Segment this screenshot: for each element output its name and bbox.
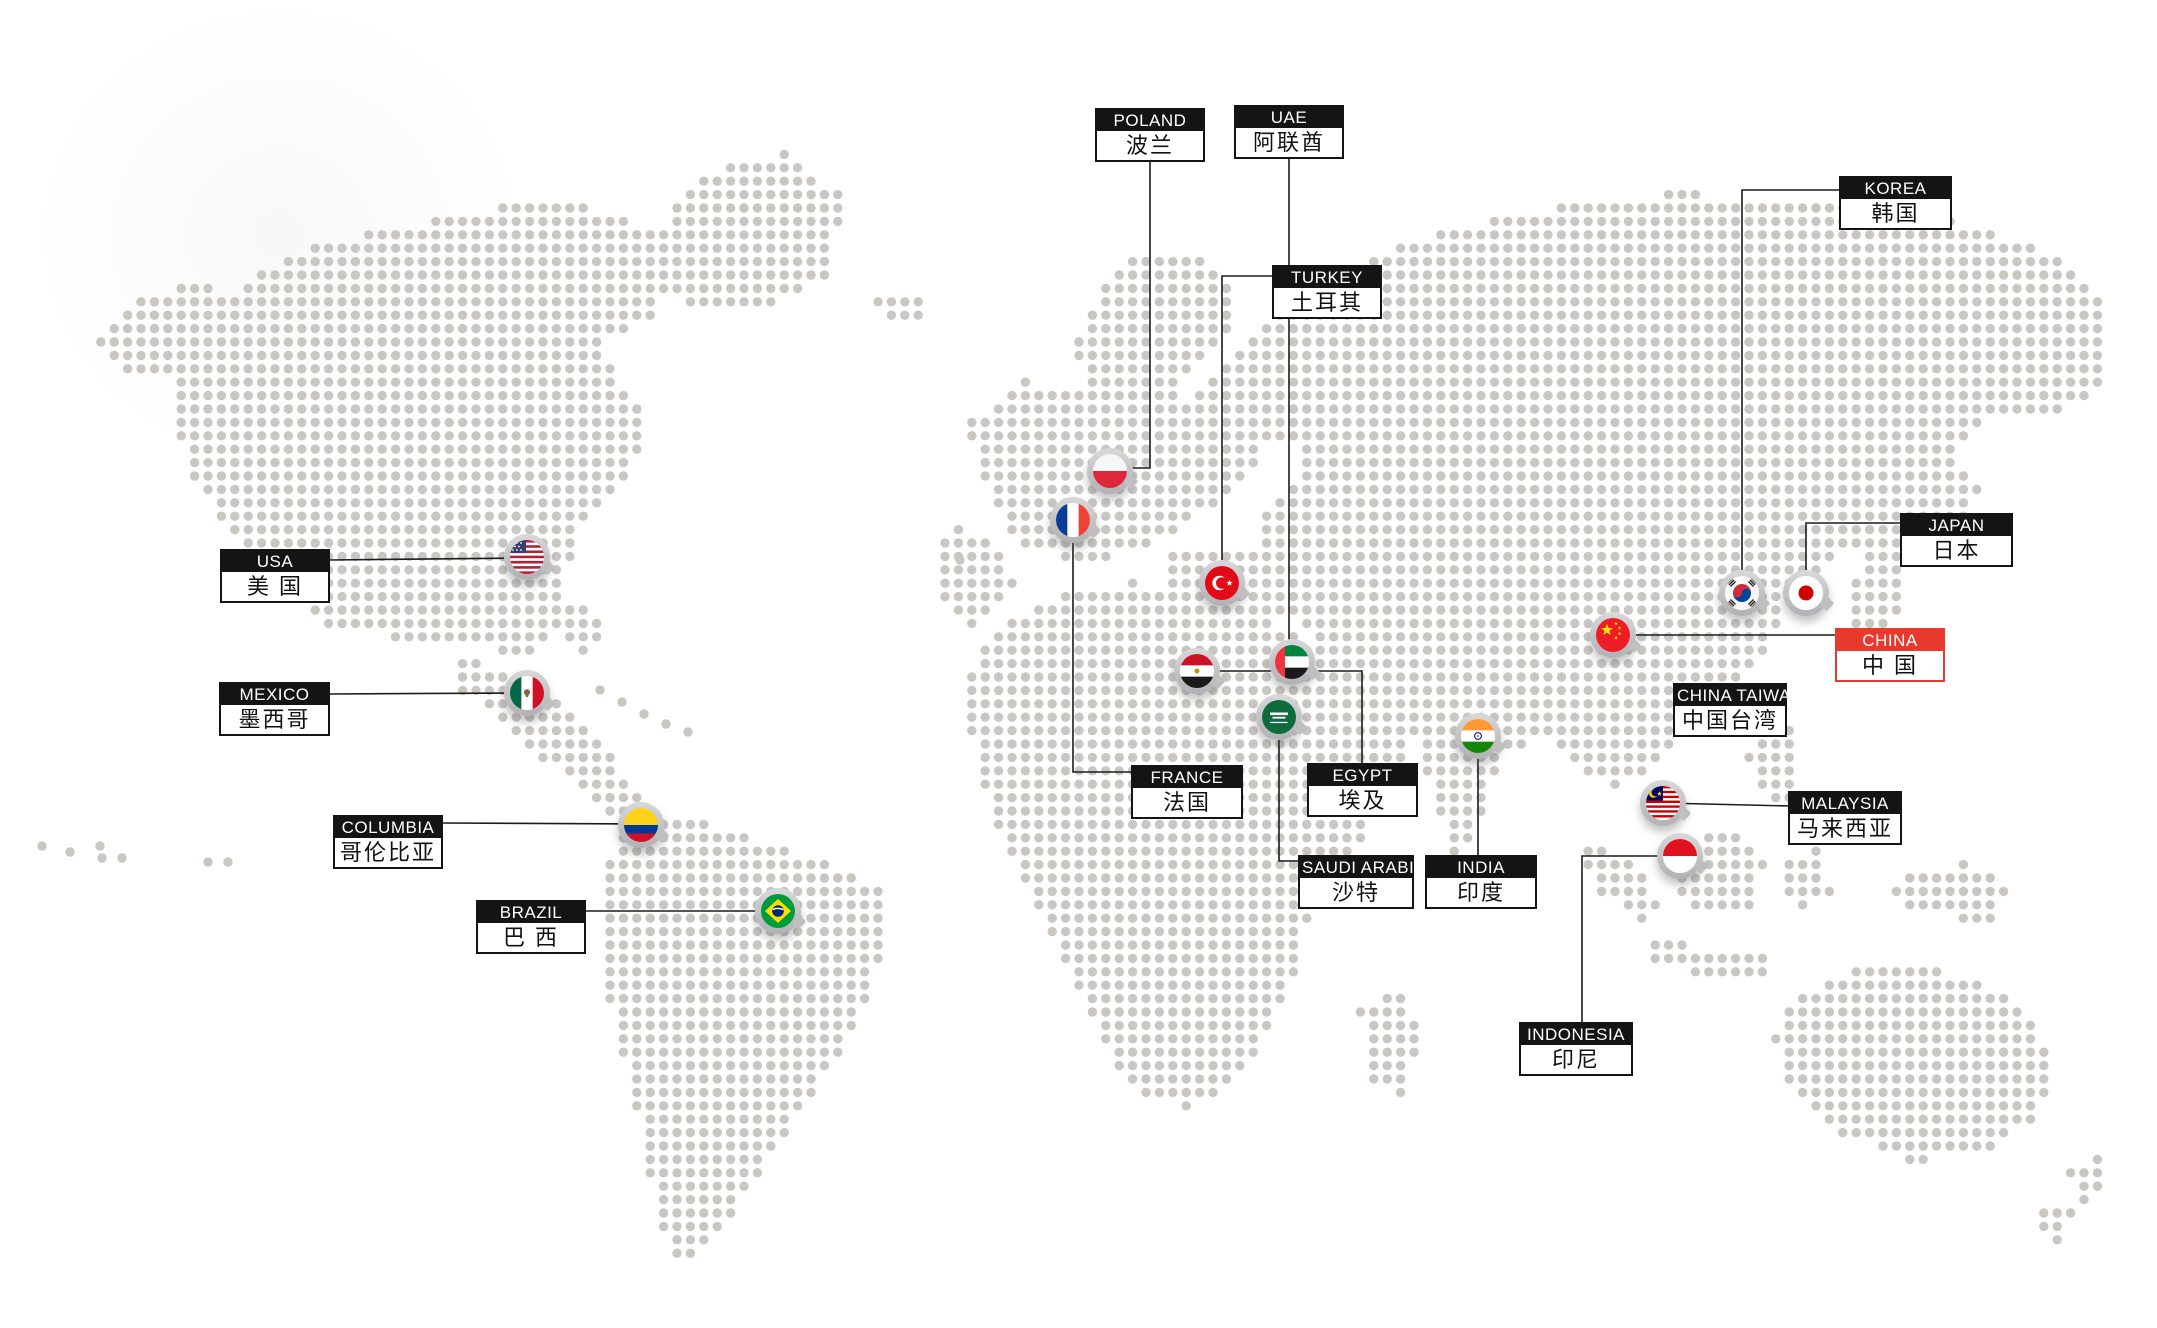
egypt-flag-icon — [1180, 654, 1214, 688]
egypt-connector-line — [1197, 670, 1363, 765]
korea-pin — [1719, 570, 1765, 616]
brazil-flag-icon — [761, 894, 795, 928]
poland-label-zh: 波兰 — [1125, 133, 1174, 158]
poland-label-en: POLAND — [1097, 110, 1203, 131]
japan-label-en: JAPAN — [1902, 515, 2011, 536]
china-label-zh: 中 国 — [1861, 653, 1919, 678]
france-label-en: FRANCE — [1133, 767, 1241, 788]
brazil-pin — [755, 888, 801, 934]
france-label-zh: 法国 — [1162, 790, 1211, 815]
malaysia-label-zh: 马来西亚 — [1796, 816, 1893, 841]
uae-pin — [1269, 639, 1315, 685]
india-label: INDIA 印度 — [1425, 855, 1537, 909]
indonesia-label: INDONESIA 印尼 — [1519, 1022, 1633, 1076]
india-pin — [1455, 713, 1501, 759]
usa-label-zh: 美 国 — [246, 574, 304, 599]
japan-flag-icon — [1789, 576, 1823, 610]
japan-label-zh: 日本 — [1932, 538, 1981, 563]
china-label-en: CHINA — [1837, 630, 1943, 651]
mexico-label: MEXICO 墨西哥 — [219, 682, 330, 736]
uae-flag-icon — [1275, 645, 1309, 679]
malaysia-pin — [1640, 780, 1686, 826]
mexico-flag-icon — [510, 676, 544, 710]
usa-label: USA 美 国 — [220, 549, 330, 603]
malaysia-label-en: MALAYSIA — [1790, 793, 1900, 814]
mexico-label-en: MEXICO — [221, 684, 328, 705]
poland-pin — [1087, 448, 1133, 494]
usa-flag-icon — [510, 540, 544, 574]
france-pin — [1050, 497, 1096, 543]
india-label-zh: 印度 — [1456, 880, 1505, 905]
usa-label-en: USA — [222, 551, 328, 572]
mexico-label-zh: 墨西哥 — [238, 707, 311, 732]
korea-flag-icon — [1725, 576, 1759, 610]
turkey-label: TURKEY 土耳其 — [1272, 265, 1382, 319]
china-taiwan-label-zh: 中国台湾 — [1681, 708, 1778, 733]
egypt-label-zh: 埃及 — [1338, 788, 1387, 813]
colombia-flag-icon — [624, 808, 658, 842]
china-taiwan-label: CHINA TAIWAN 中国台湾 — [1673, 683, 1804, 737]
mexico-connector-line — [328, 692, 528, 695]
korea-label: KOREA 韩国 — [1839, 176, 1952, 230]
mexico-pin — [504, 670, 550, 716]
saudi-arabia-pin — [1256, 694, 1302, 740]
columbia-connector-line — [441, 822, 642, 825]
turkey-pin — [1199, 560, 1245, 606]
france-label: FRANCE 法国 — [1131, 765, 1243, 819]
france-flag-icon — [1056, 503, 1090, 537]
uae-label-en: UAE — [1236, 107, 1342, 128]
egypt-label-en: EGYPT — [1309, 765, 1416, 786]
poland-label: POLAND 波兰 — [1095, 108, 1205, 162]
brazil-label-zh: 巴 西 — [502, 925, 560, 950]
korea-connector-line — [1741, 189, 1841, 593]
poland-flag-icon — [1093, 454, 1127, 488]
columbia-label-en: COLUMBIA — [335, 817, 441, 838]
india-flag-icon — [1461, 719, 1495, 753]
turkey-flag-icon — [1205, 566, 1239, 600]
brazil-label: BRAZIL 巴 西 — [476, 900, 586, 954]
saudi-arabia-label-zh: 沙特 — [1331, 880, 1380, 905]
turkey-connector-line — [1221, 275, 1274, 583]
indonesia-label-en: INDONESIA — [1521, 1024, 1631, 1045]
malaysia-label: MALAYSIA 马来西亚 — [1788, 791, 1902, 845]
columbia-label: COLUMBIA 哥伦比亚 — [333, 815, 443, 869]
france-connector-line — [1072, 520, 1133, 773]
columbia-label-zh: 哥伦比亚 — [339, 840, 436, 865]
indonesia-label-zh: 印尼 — [1551, 1047, 1600, 1072]
korea-label-en: KOREA — [1841, 178, 1950, 199]
malaysia-flag-icon — [1646, 786, 1680, 820]
uae-label: UAE 阿联酋 — [1234, 105, 1344, 159]
columbia-pin — [618, 802, 664, 848]
indonesia-connector-line — [1581, 855, 1680, 1024]
brazil-label-en: BRAZIL — [478, 902, 584, 923]
indonesia-flag-icon — [1663, 839, 1697, 873]
turkey-label-zh: 土耳其 — [1290, 290, 1363, 315]
indonesia-pin — [1657, 833, 1703, 879]
china-flag-icon — [1596, 618, 1630, 652]
japan-label: JAPAN 日本 — [1900, 513, 2013, 567]
china-pin — [1590, 612, 1636, 658]
uae-label-zh: 阿联酋 — [1252, 130, 1325, 155]
korea-label-zh: 韩国 — [1871, 201, 1920, 226]
china-label: CHINA 中 国 — [1835, 628, 1945, 682]
china-taiwan-label-en: CHINA TAIWAN — [1675, 685, 1804, 706]
usa-connector-line — [328, 557, 528, 561]
egypt-label: EGYPT 埃及 — [1307, 763, 1418, 817]
saudi-flag-icon — [1262, 700, 1296, 734]
japan-pin — [1783, 570, 1829, 616]
saudi-arabia-label-en: SAUDI ARABIA — [1300, 857, 1427, 878]
turkey-label-en: TURKEY — [1274, 267, 1380, 288]
usa-pin — [504, 534, 550, 580]
saudi-arabia-connector-line — [1278, 717, 1300, 862]
saudi-arabia-label: SAUDI ARABIA 沙特 — [1298, 855, 1427, 909]
india-label-en: INDIA — [1427, 857, 1535, 878]
egypt-pin — [1174, 648, 1220, 694]
